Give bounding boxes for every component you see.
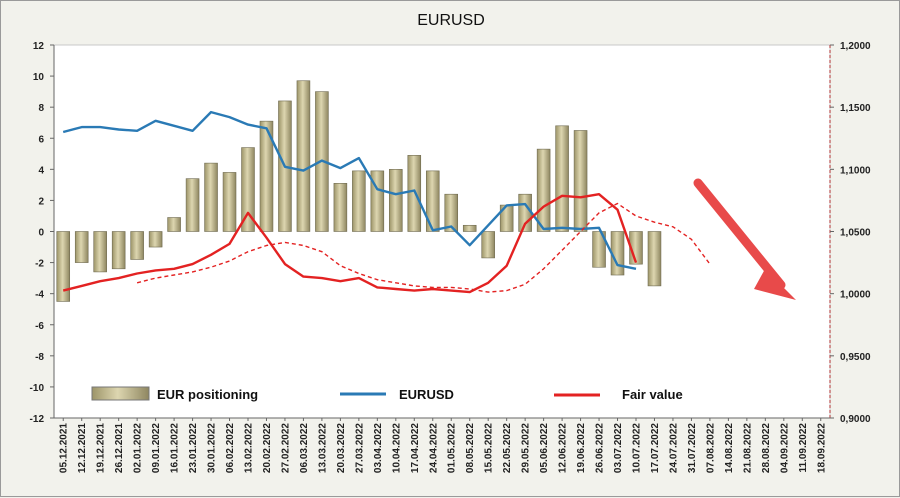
chart-frame: EURUSD 12 10 8 6 4 2 0 -2 -4 -6 -8 -10 -12 1,2000 1,1…	[0, 0, 900, 497]
positioning-bar	[94, 232, 107, 272]
x-tick-label: 26.12.2021	[114, 423, 125, 473]
x-tick-label: 19.06.2022	[576, 423, 587, 473]
right-y-axis: 1,2000 1,1500 1,1000 1,0500 1,0000 0,9500 0,90…	[830, 41, 871, 425]
left-tick-label: -6	[35, 321, 44, 332]
x-tick-label: 16.01.2022	[170, 423, 181, 473]
x-tick-label: 19.12.2021	[96, 423, 107, 473]
right-tick-label: 1,0000	[840, 290, 871, 301]
x-tick-label: 04.09.2022	[779, 423, 790, 473]
x-tick-label: 20.03.2022	[336, 423, 347, 473]
left-tick-label: 10	[33, 72, 45, 83]
x-tick-label: 30.01.2022	[207, 423, 218, 473]
x-tick-label: 12.06.2022	[558, 423, 569, 473]
positioning-bar	[186, 179, 199, 232]
left-tick-label: -4	[35, 290, 44, 301]
x-tick-label: 31.07.2022	[687, 423, 698, 473]
x-tick-label: 15.05.2022	[484, 423, 495, 473]
positioning-bar	[297, 81, 310, 232]
x-axis: 05.12.2021 12.12.2021 19.12.2021 26.12.2021…	[54, 418, 830, 473]
x-tick-label: 03.04.2022	[373, 423, 384, 473]
x-tick-label: 11.09.2022	[798, 423, 809, 473]
positioning-bar	[648, 232, 661, 286]
x-tick-label: 01.05.2022	[447, 423, 458, 473]
positioning-bar	[205, 163, 218, 231]
positioning-bar	[389, 169, 402, 231]
x-tick-label: 27.02.2022	[280, 423, 291, 473]
positioning-bar	[168, 218, 181, 232]
x-tick-label: 17.04.2022	[410, 423, 421, 473]
x-tick-label: 13.02.2022	[244, 423, 255, 473]
x-tick-label: 29.05.2022	[521, 423, 532, 473]
x-tick-label: 09.01.2022	[151, 423, 162, 473]
positioning-bar	[352, 171, 365, 232]
right-tick-label: 1,1500	[840, 103, 871, 114]
x-tick-label: 06.03.2022	[299, 423, 310, 473]
positioning-bar	[463, 225, 476, 231]
legend-label-eurusd: EURUSD	[399, 387, 454, 402]
positioning-bar	[574, 130, 587, 231]
x-tick-label: 27.03.2022	[354, 423, 365, 473]
right-tick-label: 1,1000	[840, 165, 871, 176]
x-tick-label: 17.07.2022	[650, 423, 661, 473]
left-tick-label: -8	[35, 352, 44, 363]
x-tick-label: 02.01.2022	[133, 423, 144, 473]
left-tick-label: 6	[38, 134, 44, 145]
x-tick-label: 21.08.2022	[742, 423, 753, 473]
positioning-bar	[75, 232, 88, 263]
positioning-bar	[334, 183, 347, 231]
legend-label-positioning: EUR positioning	[157, 387, 258, 402]
x-tick-label: 10.07.2022	[632, 423, 643, 473]
x-tick-label: 28.08.2022	[761, 423, 772, 473]
right-tick-label: 0,9500	[840, 352, 871, 363]
left-y-axis: 12 10 8 6 4 2 0 -2 -4 -6 -8 -10 -12	[30, 41, 54, 425]
left-tick-label: 2	[38, 196, 44, 207]
x-tick-label: 12.12.2021	[77, 423, 88, 473]
x-tick-label: 07.08.2022	[705, 423, 716, 473]
positioning-bar	[149, 232, 162, 248]
right-tick-label: 0,9000	[840, 414, 871, 425]
positioning-bar	[57, 232, 70, 302]
x-tick-label: 03.07.2022	[613, 423, 624, 473]
right-tick-label: 1,0500	[840, 228, 871, 239]
left-tick-label: 8	[38, 103, 44, 114]
legend-swatch-positioning	[92, 387, 149, 400]
positioning-bar	[482, 232, 495, 258]
positioning-bar	[537, 149, 550, 231]
positioning-bar	[112, 232, 125, 269]
x-tick-label: 20.02.2022	[262, 423, 273, 473]
x-tick-label: 10.04.2022	[391, 423, 402, 473]
x-tick-label: 22.05.2022	[502, 423, 513, 473]
chart-title: EURUSD	[417, 12, 485, 29]
x-tick-label: 13.03.2022	[317, 423, 328, 473]
x-tick-label: 18.09.2022	[816, 423, 827, 473]
x-tick-label: 24.07.2022	[668, 423, 679, 473]
positioning-bar	[408, 155, 421, 231]
x-tick-label: 06.02.2022	[225, 423, 236, 473]
chart: EURUSD 12 10 8 6 4 2 0 -2 -4 -6 -8 -10 -12 1,2000 1,1…	[1, 1, 900, 498]
x-tick-label: 05.12.2021	[59, 423, 70, 473]
left-tick-label: -2	[35, 259, 44, 270]
right-tick-label: 1,2000	[840, 41, 871, 52]
left-tick-label: 0	[38, 228, 44, 239]
positioning-bar	[556, 126, 569, 232]
left-tick-label: -10	[30, 383, 45, 394]
x-tick-label: 26.06.2022	[595, 423, 606, 473]
positioning-bar	[131, 232, 144, 260]
x-tick-label: 05.06.2022	[539, 423, 550, 473]
left-tick-label: 4	[38, 165, 44, 176]
x-tick-label: 24.04.2022	[428, 423, 439, 473]
x-tick-label: 08.05.2022	[465, 423, 476, 473]
x-tick-label: 14.08.2022	[724, 423, 735, 473]
positioning-bar	[611, 232, 624, 276]
x-tick-label: 23.01.2022	[188, 423, 199, 473]
legend-label-fair-value: Fair value	[622, 387, 683, 402]
positioning-bar	[223, 172, 236, 231]
left-tick-label: -12	[30, 414, 45, 425]
left-tick-label: 12	[33, 41, 45, 52]
